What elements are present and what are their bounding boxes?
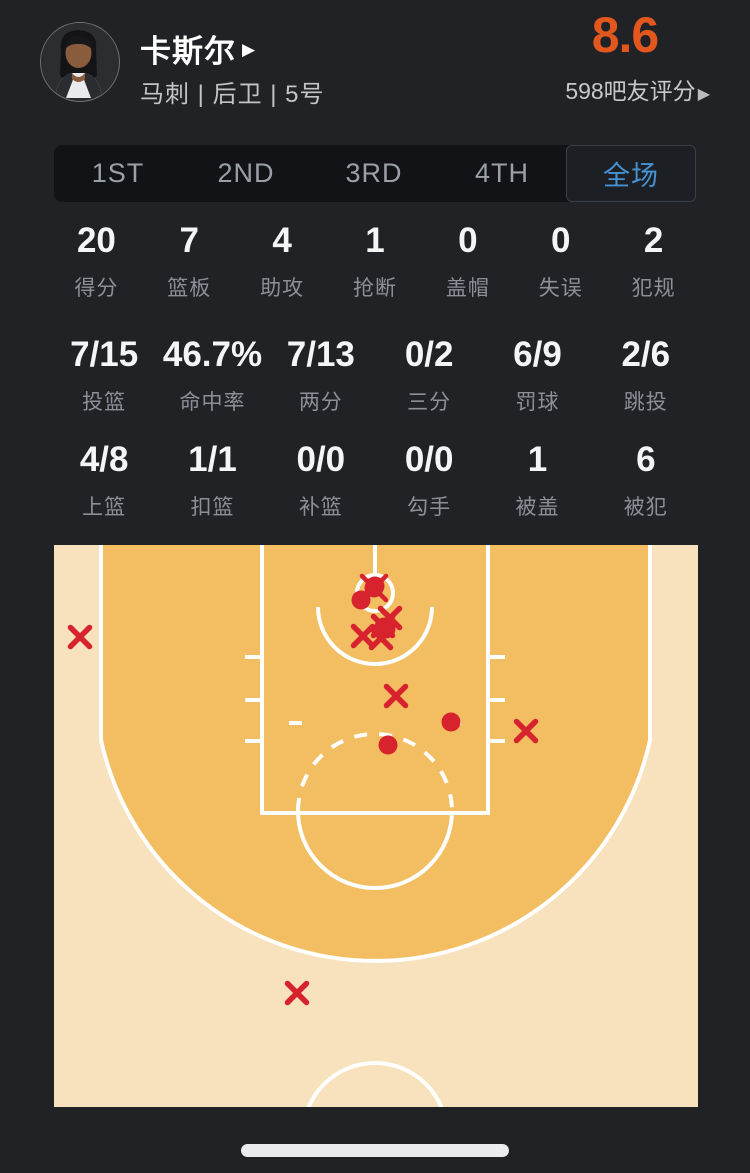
- stat-fouls: 2 犯规: [631, 221, 676, 300]
- stat-2pt: 7/13 两分: [286, 335, 355, 414]
- three-point-line: [99, 545, 652, 963]
- rating-sub-text: 598吧友评分: [565, 78, 696, 104]
- stat-fg-pct: 46.7% 命中率: [162, 335, 263, 414]
- player-header: 卡斯尔 ▶ 马刺 | 后卫 | 5号 8.6 598吧友评分 ▶: [0, 0, 750, 135]
- stats-row-shottypes: 4/8 上篮 1/1 扣篮 0/0 补篮 0/0 勾手 1 被盖 6 被犯: [50, 439, 700, 521]
- tab-full-game[interactable]: 全场: [566, 145, 696, 202]
- rating-value: 8.6: [591, 7, 660, 63]
- ft-circle-top-dashed: [296, 732, 454, 812]
- stats-row-basic: 20 得分 7 篮板 4 助攻 1 抢断 0 盖帽 0 失误 2 犯规: [50, 220, 700, 302]
- team-info: 马刺 | 后卫 | 5号: [140, 81, 325, 108]
- made-shot-marker: [351, 590, 371, 610]
- missed-shot-marker: [284, 980, 310, 1006]
- stat-turnovers: 0 失误: [538, 221, 583, 300]
- rating-box: 8.6 598吧友评分 ▶: [540, 6, 710, 106]
- stat-hook: 0/0 勾手: [404, 440, 454, 519]
- restricted-area-arc: [316, 606, 434, 666]
- court-svg: [54, 539, 698, 1173]
- made-shot-marker: [378, 735, 398, 755]
- tab-3rd[interactable]: 3RD: [345, 158, 403, 188]
- made-shot-marker-ticks: [359, 573, 389, 603]
- stat-blocked-against: 1 被盖: [515, 440, 560, 519]
- missed-shot-marker: [377, 605, 403, 631]
- stat-fouled: 6 被犯: [623, 440, 668, 519]
- missed-shot-marker: [513, 718, 539, 744]
- player-name: 卡斯尔: [140, 34, 236, 69]
- stat-points: 20 得分: [74, 221, 119, 300]
- made-shot-marker: [365, 576, 385, 596]
- tab-1st[interactable]: 1ST: [91, 158, 145, 188]
- missed-shot-marker: [383, 683, 409, 709]
- stat-rebounds: 7 篮板: [167, 221, 212, 300]
- shot-marker-layer: [67, 573, 539, 1006]
- stat-jumpshot: 2/6 跳投: [621, 335, 671, 414]
- stats-row-shooting: 7/15 投篮 46.7% 命中率 7/13 两分 0/2 三分 6/9 罚球 2/6 跳投: [50, 334, 700, 416]
- quarter-tab-bar: 1ST 2ND 3RD 4TH 全场: [54, 145, 696, 202]
- made-shot-marker: [441, 712, 461, 732]
- rating-sub-arrow-icon: ▶: [697, 86, 710, 103]
- stat-layup: 4/8 上篮: [79, 440, 129, 519]
- shot-chart-court: [54, 539, 698, 1173]
- stat-ft: 6/9 罚球: [513, 335, 562, 414]
- missed-shot-marker: [368, 625, 394, 651]
- stat-assists: 4 助攻: [260, 221, 305, 300]
- stat-3pt: 0/2 三分: [404, 335, 454, 414]
- ft-circle-bottom: [296, 810, 454, 890]
- stat-tipin: 0/0 补篮: [296, 440, 346, 519]
- player-avatar-image: [41, 23, 116, 98]
- stat-fg: 7/15 投篮: [70, 335, 139, 414]
- missed-shot-marker: [67, 624, 93, 650]
- name-arrow-icon: ▶: [242, 40, 256, 59]
- rating-sub-link[interactable]: 598吧友评分 ▶: [540, 72, 710, 106]
- tab-2nd[interactable]: 2ND: [217, 158, 275, 188]
- stat-blocks: 0 盖帽: [445, 221, 490, 300]
- player-name-row[interactable]: 卡斯尔 ▶: [140, 26, 255, 71]
- stat-dunk: 1/1 扣篮: [188, 440, 237, 519]
- stat-steals: 1 抢断: [353, 221, 397, 300]
- tab-4th[interactable]: 4TH: [474, 158, 529, 188]
- player-avatar[interactable]: [40, 22, 120, 102]
- home-indicator[interactable]: [241, 1144, 509, 1157]
